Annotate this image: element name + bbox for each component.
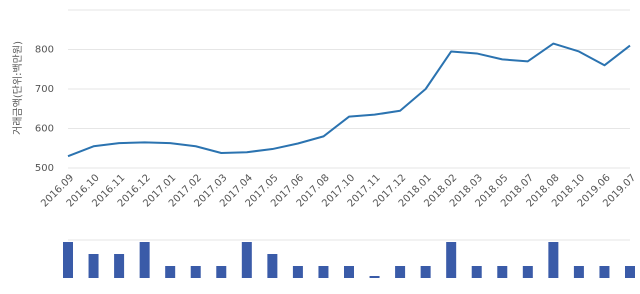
volume-bar <box>344 266 354 278</box>
volume-bar <box>446 242 457 278</box>
volume-bar <box>190 266 201 278</box>
volume-bar <box>625 266 635 278</box>
volume-bar <box>318 266 329 278</box>
volume-bar <box>573 266 584 278</box>
y-tick-label: 600 <box>35 124 54 135</box>
volume-bar <box>114 254 125 278</box>
volume-bar <box>395 266 406 278</box>
volume-bar <box>216 266 227 278</box>
volume-bar <box>497 266 508 278</box>
volume-bar <box>88 254 99 278</box>
volume-bar <box>522 266 533 278</box>
volume-bar <box>165 266 176 278</box>
volume-bar <box>471 266 482 278</box>
volume-bar <box>599 266 610 278</box>
volume-bar <box>420 266 431 278</box>
volume-bar <box>139 242 150 278</box>
volume-bar <box>369 276 380 278</box>
volume-bar <box>267 254 278 278</box>
y-tick-label: 800 <box>35 45 54 56</box>
y-tick-label: 700 <box>35 84 54 95</box>
volume-bar <box>548 242 559 278</box>
y-tick-label: 500 <box>35 163 54 174</box>
volume-bar <box>63 242 73 278</box>
volume-bar <box>292 266 303 278</box>
line <box>67 42 631 158</box>
y-axis-label: 거래금액(단위:백만원) <box>11 41 24 135</box>
volume-bar <box>241 242 252 278</box>
